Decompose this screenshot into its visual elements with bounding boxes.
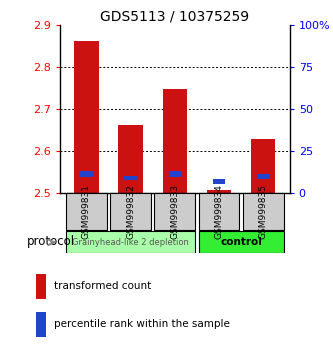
Bar bbox=[66, 193, 107, 230]
Bar bbox=[66, 232, 195, 253]
Text: GSM999835: GSM999835 bbox=[259, 184, 268, 239]
Text: Grainyhead-like 2 depletion: Grainyhead-like 2 depletion bbox=[72, 238, 189, 247]
Text: GSM999833: GSM999833 bbox=[170, 184, 179, 239]
Text: GSM999834: GSM999834 bbox=[214, 184, 223, 239]
Bar bbox=[110, 193, 151, 230]
Bar bbox=[36, 274, 46, 299]
Text: GSM999832: GSM999832 bbox=[126, 184, 135, 239]
Text: protocol: protocol bbox=[27, 235, 75, 247]
Text: percentile rank within the sample: percentile rank within the sample bbox=[54, 319, 229, 330]
Bar bbox=[168, 171, 181, 177]
Bar bbox=[251, 139, 275, 193]
Bar bbox=[243, 193, 283, 230]
Bar bbox=[207, 190, 231, 193]
Bar bbox=[80, 171, 93, 177]
Text: control: control bbox=[220, 237, 262, 247]
Bar bbox=[257, 173, 269, 179]
Bar bbox=[199, 232, 283, 253]
Text: GSM999831: GSM999831 bbox=[82, 184, 91, 239]
Bar bbox=[74, 41, 99, 193]
Bar bbox=[163, 88, 187, 193]
Bar bbox=[199, 193, 239, 230]
Bar bbox=[36, 312, 46, 337]
Text: transformed count: transformed count bbox=[54, 281, 151, 291]
Title: GDS5113 / 10375259: GDS5113 / 10375259 bbox=[100, 10, 249, 24]
Bar bbox=[155, 193, 195, 230]
Bar bbox=[213, 179, 225, 184]
Bar bbox=[119, 125, 143, 193]
Bar bbox=[124, 176, 137, 180]
